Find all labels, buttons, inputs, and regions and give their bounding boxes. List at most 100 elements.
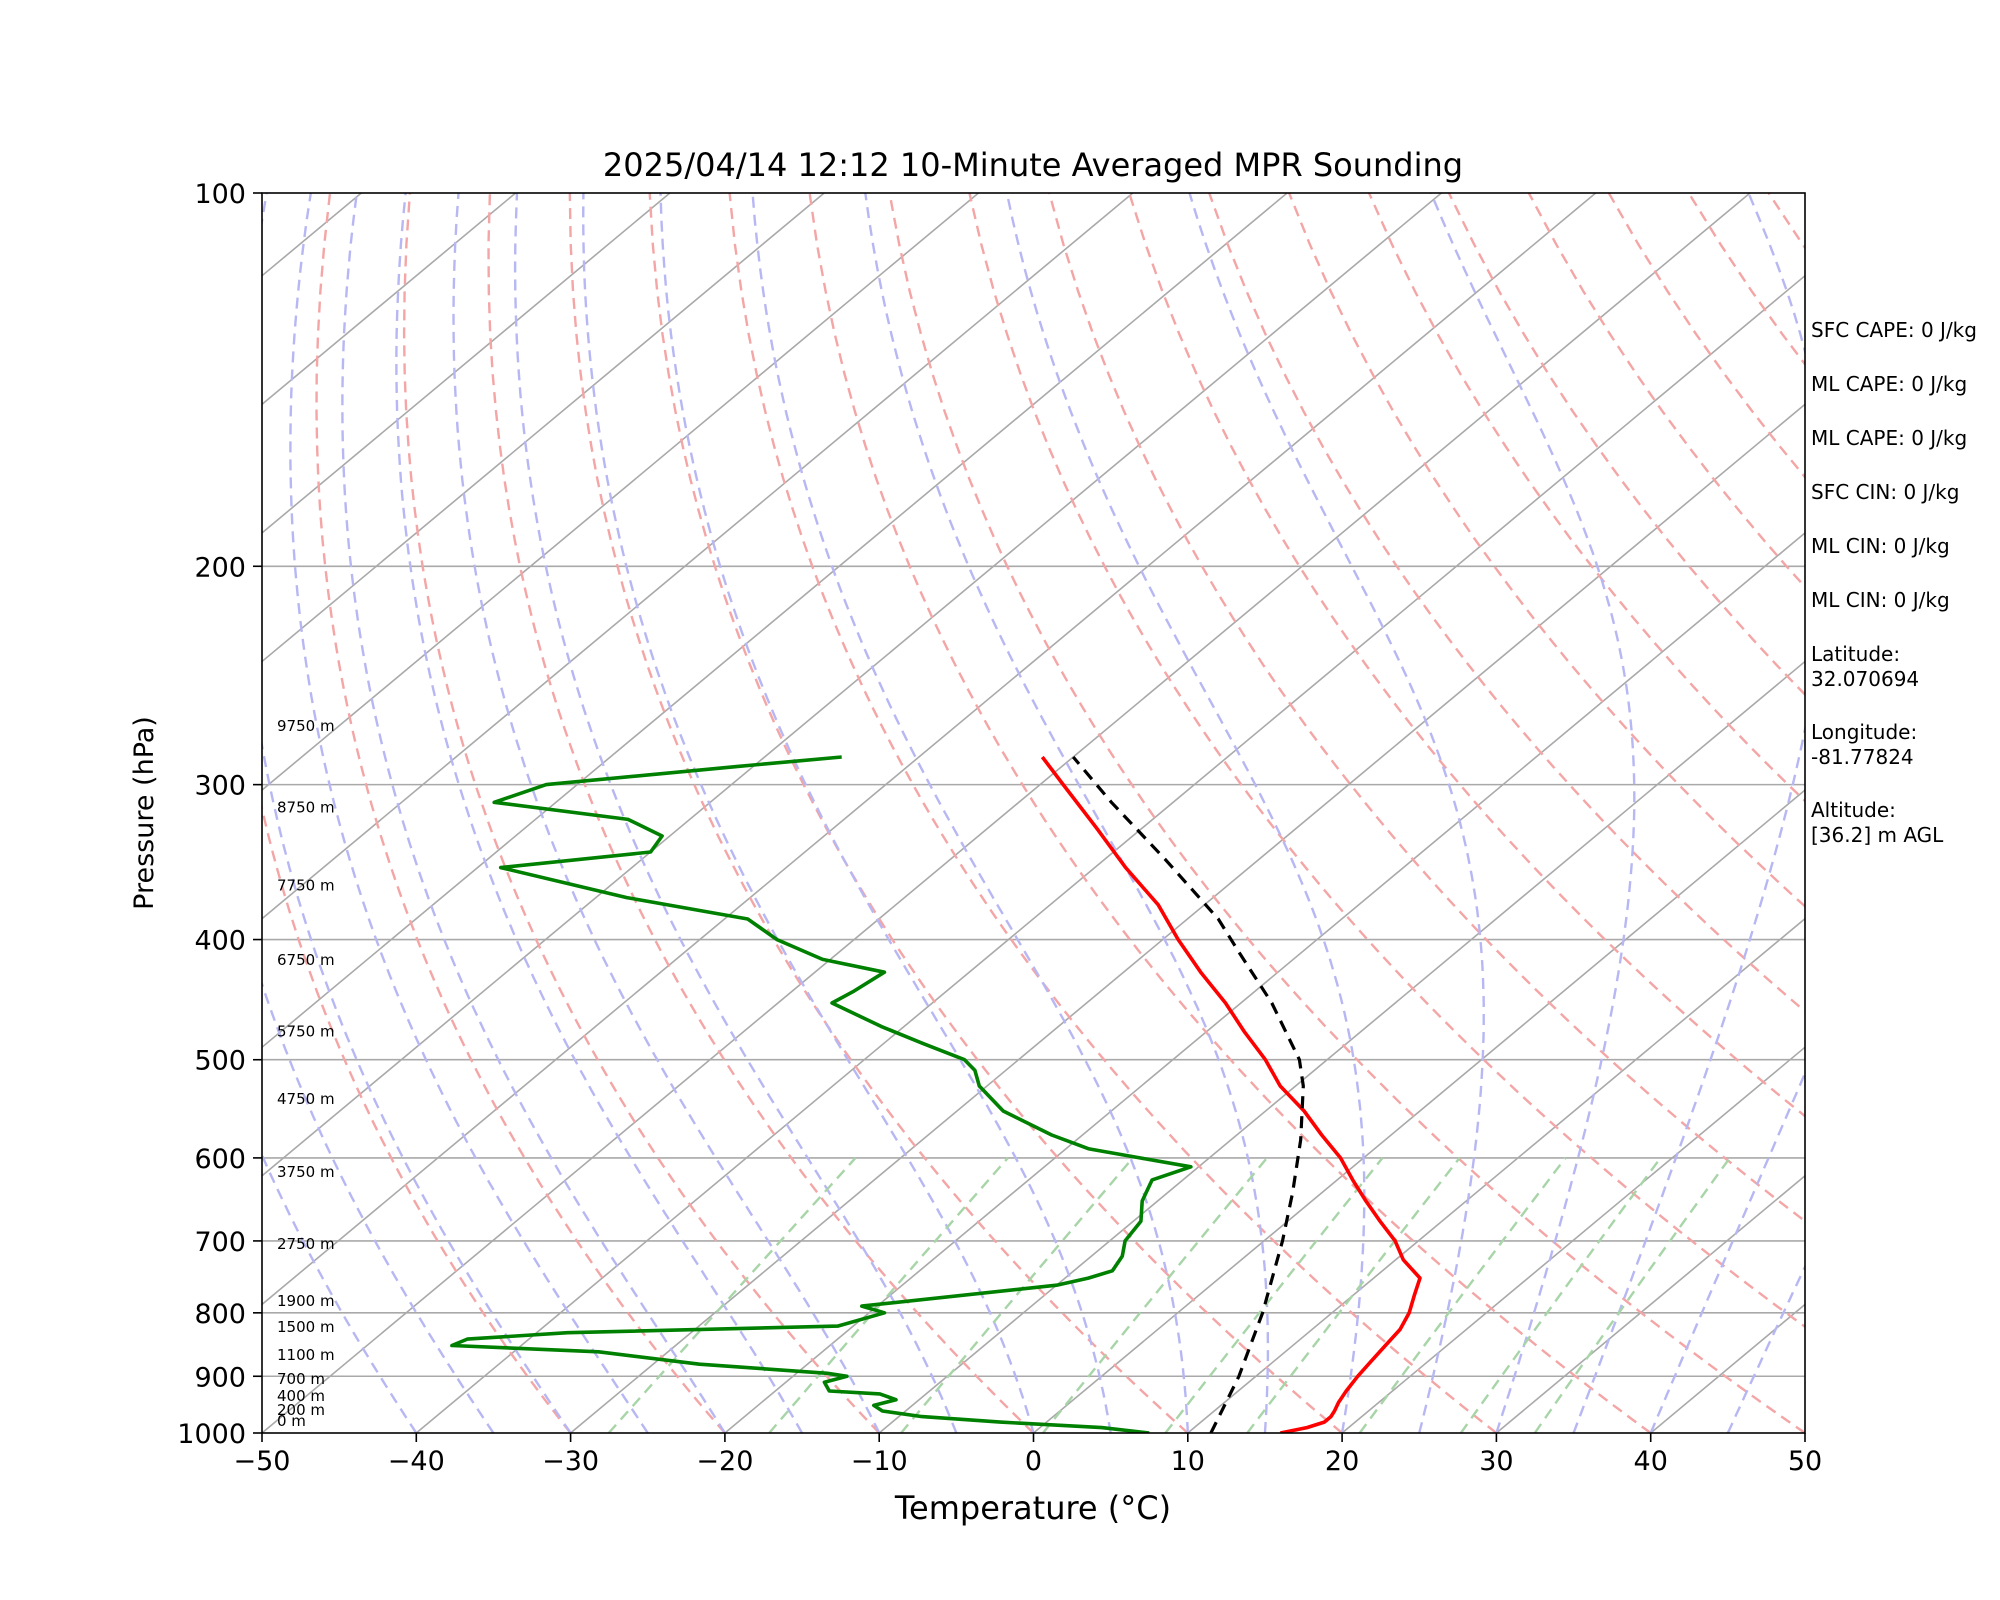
dry-adiabat-line <box>262 803 572 1433</box>
moist-adiabat-line <box>1188 193 1485 1433</box>
x-tick-label: −50 <box>234 1446 291 1477</box>
moist-adiabat-line <box>1429 193 1636 1433</box>
x-tick-label: −30 <box>542 1446 599 1477</box>
y-axis-label: Pressure (hPa) <box>129 716 160 910</box>
background-lines <box>0 193 1805 1433</box>
sounding-stats-panel: SFC CAPE: 0 J/kg ML CAPE: 0 J/kg ML CAPE… <box>1811 318 1996 876</box>
isotherm-line <box>878 660 1805 1433</box>
isotherm-line <box>0 193 53 1433</box>
height-label: 2750 m <box>277 1235 335 1253</box>
x-tick-label: 10 <box>1171 1446 1205 1477</box>
y-tick-label: 700 <box>194 1227 246 1258</box>
moist-adiabat-line <box>1726 1264 1805 1433</box>
y-tick-label: 900 <box>194 1362 246 1393</box>
height-label: 1500 m <box>277 1318 335 1336</box>
height-label: 9750 m <box>277 717 335 735</box>
parcel-profile <box>1071 755 1305 1433</box>
dry-adiabat-line <box>808 193 1652 1433</box>
isotherm-line <box>262 193 1751 1433</box>
isotherm-line <box>1341 1046 1805 1433</box>
isotherm-line <box>262 193 1442 1177</box>
x-tick-label: 30 <box>1479 1446 1513 1477</box>
chart-title: 2025/04/14 12:12 10-Minute Averaged MPR … <box>603 146 1463 184</box>
height-label: 4750 m <box>277 1090 335 1108</box>
height-label: 3750 m <box>277 1163 335 1181</box>
moist-adiabat-line <box>1572 193 1805 1433</box>
longitude-value: -81.77824 <box>1811 745 1914 769</box>
dry-adiabat-line <box>728 193 1498 1433</box>
latitude-label: Latitude: <box>1811 642 1901 666</box>
x-tick-label: −20 <box>696 1446 753 1477</box>
height-label: 1900 m <box>277 1292 335 1310</box>
height-label: 6750 m <box>277 951 335 969</box>
isotherm-line <box>262 193 1134 920</box>
x-tick-label: −10 <box>851 1446 908 1477</box>
y-tick-label: 400 <box>194 926 246 957</box>
isotherm-line <box>1032 789 1805 1433</box>
x-axis-label: Temperature (°C) <box>894 1489 1171 1527</box>
height-label: 1100 m <box>277 1346 335 1364</box>
y-tick-label: 600 <box>194 1144 246 1175</box>
dry-adiabat-line <box>1367 193 1805 803</box>
isotherm-line <box>1187 917 1805 1433</box>
dry-adiabat-line <box>315 193 726 1433</box>
mixing-ratio-line <box>1164 1157 1384 1433</box>
mixing-ratio-line <box>1459 1157 1662 1433</box>
dry-adiabat-line <box>568 193 1189 1433</box>
isotherm-line <box>724 531 1805 1433</box>
isotherm-line <box>262 193 517 406</box>
temperature-profile <box>1040 755 1422 1433</box>
height-label: 8750 m <box>277 798 335 816</box>
y-tick-label: 500 <box>194 1046 246 1077</box>
moist-adiabat-line <box>1005 193 1366 1433</box>
moist-adiabat-line <box>452 193 881 1433</box>
altitude-value: [36.2] m AGL <box>1811 823 1944 847</box>
height-label: 700 m <box>277 1370 325 1388</box>
dry-adiabat-line <box>487 193 1035 1433</box>
moist-adiabat-line <box>659 193 1112 1433</box>
dry-adiabat-line <box>648 193 1343 1433</box>
x-tick-label: 40 <box>1634 1446 1668 1477</box>
moist-adiabat-line <box>751 193 1189 1433</box>
y-tick-label: 200 <box>194 552 246 583</box>
mixing-ratio-line <box>607 1157 857 1433</box>
dry-adiabat-line <box>1048 193 1805 1223</box>
y-tick-label: 800 <box>194 1299 246 1330</box>
dry-adiabat-line <box>402 193 881 1433</box>
x-tick-label: 50 <box>1788 1446 1822 1477</box>
moist-adiabat-line <box>395 193 804 1433</box>
altitude-label: Altitude: <box>1811 798 1896 822</box>
isotherm-line <box>262 193 825 663</box>
sfc-cin-stat: SFC CIN: 0 J/kg <box>1811 480 1960 504</box>
moist-adiabat-line <box>341 193 726 1433</box>
height-label: 0 m <box>277 1412 306 1430</box>
x-tick-label: −40 <box>388 1446 445 1477</box>
dewpoint-profile <box>450 755 1193 1433</box>
moist-adiabat-line <box>864 193 1270 1433</box>
moist-adiabat-line <box>581 193 1035 1433</box>
isotherm-line <box>262 193 1288 1049</box>
ml-cin-stat-2: ML CIN: 0 J/kg <box>1811 588 1950 612</box>
moist-adiabat-line <box>262 980 495 1433</box>
ml-cape-stat: ML CAPE: 0 J/kg <box>1811 372 1968 396</box>
y-tick-label: 100 <box>194 179 246 210</box>
longitude-label: Longitude: <box>1811 720 1918 744</box>
ml-cape-stat-2: ML CAPE: 0 J/kg <box>1811 426 1968 450</box>
x-tick-label: 0 <box>1025 1446 1042 1477</box>
mixing-ratio-line <box>768 1157 1009 1433</box>
mixing-ratio-line <box>900 1157 1134 1433</box>
moist-adiabat-line <box>1649 1070 1805 1433</box>
dry-adiabat-line <box>968 193 1805 1329</box>
dry-adiabat-line <box>1287 193 1805 908</box>
sfc-cape-stat: SFC CAPE: 0 J/kg <box>1811 318 1977 342</box>
ml-cin-stat: ML CIN: 0 J/kg <box>1811 534 1950 558</box>
altitude-stat: Altitude: [36.2] m AGL <box>1811 798 1996 848</box>
height-label: 5750 m <box>277 1022 335 1040</box>
dry-adiabat-line <box>888 193 1805 1433</box>
mixing-ratio-line <box>1042 1157 1268 1433</box>
latitude-stat: Latitude: 32.070694 <box>1811 642 1996 692</box>
isotherm-line <box>570 403 1805 1433</box>
height-label: 400 m <box>277 1387 325 1405</box>
